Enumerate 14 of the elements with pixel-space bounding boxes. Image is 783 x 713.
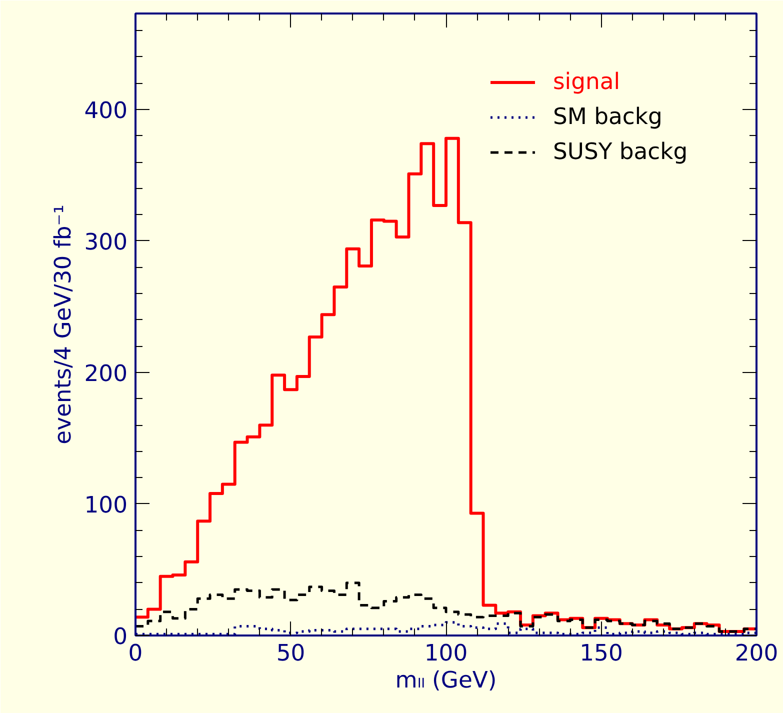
x-tick-label: 150 [580, 640, 623, 666]
y-tick-label: 200 [84, 361, 128, 387]
x-tick-label: 100 [424, 640, 468, 666]
y-tick-label: 400 [84, 98, 128, 124]
x-axis-title: mₗₗ (GeV) [395, 668, 497, 694]
legend-label: SM backg [553, 104, 662, 130]
legend-label: signal [553, 69, 620, 95]
legend-label: SUSY backg [553, 139, 688, 165]
y-tick-label: 0 [113, 624, 128, 650]
y-axis-title: events/4 GeV/30 fb⁻¹ [50, 204, 76, 444]
x-tick-label: 200 [734, 640, 778, 666]
y-tick-label: 300 [84, 229, 128, 256]
x-tick-label: 50 [276, 640, 306, 666]
y-tick-label: 100 [84, 492, 128, 518]
